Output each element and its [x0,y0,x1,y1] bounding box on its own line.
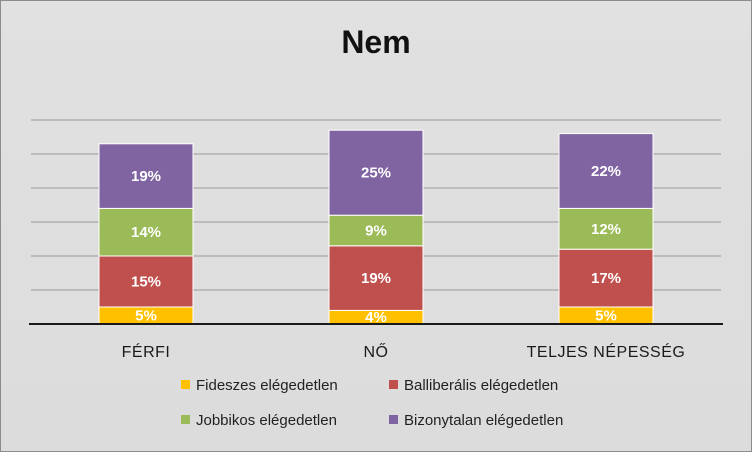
legend-label: Fideszes elégedetlen [196,377,338,394]
category-label: TELJES NÉPESSÉG [527,342,686,361]
legend-swatch [389,380,398,389]
bars: 5% 15% 14% 19% 4% 19% 9% 25% 5% 17% 12% 22% [98,129,654,326]
data-label: 12% [591,221,621,238]
chart-title: Nem [341,24,410,60]
legend-swatch [181,415,190,424]
legend-label: Jobbikos elégedetlen [196,412,337,429]
data-label: 17% [591,270,621,287]
data-label: 22% [591,163,621,180]
data-label: 14% [131,224,161,241]
data-label: 5% [595,308,617,325]
data-label: 15% [131,274,161,291]
legend-swatch [181,380,190,389]
legend-swatch [389,415,398,424]
category-label: FÉRFI [122,342,171,361]
data-label: 19% [361,270,391,287]
bar-segment [328,129,424,216]
data-label: 5% [135,308,157,325]
bar-segment [98,143,194,209]
bar-segment [98,255,194,308]
bar-segment [558,207,654,250]
bar-segment [558,133,654,209]
category-labels: FÉRFI NŐ TELJES NÉPESSÉG [122,342,686,361]
bar-segment [558,248,654,308]
legend: Fideszes elégedetlen Balliberális elégede… [181,377,563,429]
data-label: 19% [131,168,161,185]
category-label: NŐ [364,342,389,361]
data-label: 9% [365,223,387,240]
legend-label: Bizonytalan elégedetlen [404,412,563,429]
bar-segment [328,214,424,247]
legend-label: Balliberális elégedetlen [404,377,558,394]
bar-segment [98,207,194,257]
data-label: 4% [365,309,387,326]
data-label: 25% [361,165,391,182]
